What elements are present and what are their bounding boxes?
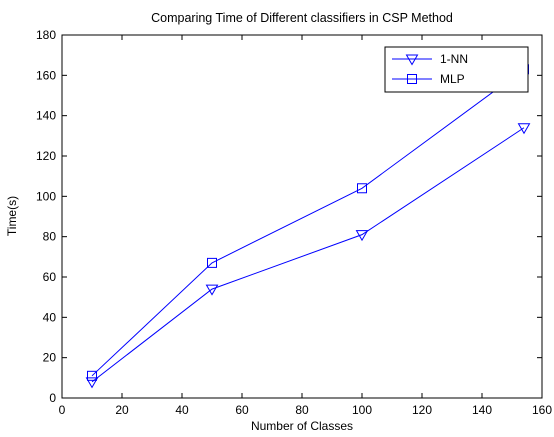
x-tick-label: 140 (472, 403, 492, 417)
x-tick-label: 120 (412, 403, 432, 417)
x-tick-label: 40 (175, 403, 189, 417)
y-tick-label: 180 (36, 28, 56, 42)
legend: 1-NN MLP (384, 46, 529, 93)
x-tick-label: 0 (59, 403, 66, 417)
y-tick-label: 40 (43, 310, 57, 324)
data-point-mlp (357, 183, 367, 194)
x-tick-label: 80 (295, 403, 309, 417)
legend-label: MLP (440, 72, 465, 86)
data-point-mlp (207, 257, 217, 268)
series-mlp (87, 64, 529, 381)
legend-item-1-nn: 1-NN (392, 52, 468, 66)
legend-marker-1-nn (405, 54, 419, 66)
data-point-1-nn (85, 377, 99, 389)
series-line-mlp (91, 68, 525, 377)
chart-title: Comparing Time of Different classifiers … (151, 11, 453, 25)
x-tick-label: 100 (352, 403, 372, 417)
data-point-1-nn (517, 123, 531, 135)
x-axis-label: Number of Classes (251, 419, 353, 433)
x-tick-label: 20 (115, 403, 129, 417)
x-axis: 0 20 40 60 80 100 120 140 160 (59, 35, 552, 417)
series-1-nn (85, 123, 531, 389)
data-point-mlp (87, 370, 97, 381)
y-tick-label: 100 (36, 189, 56, 203)
legend-item-mlp: MLP (392, 72, 465, 86)
y-tick-label: 0 (49, 391, 56, 405)
y-tick-label: 140 (36, 109, 56, 123)
series-line-1-nn (91, 127, 525, 383)
plot-area (61, 34, 543, 399)
y-tick-label: 60 (43, 270, 57, 284)
x-tick-label: 60 (235, 403, 249, 417)
y-axis: 0 20 40 60 80 100 120 140 160 180 (36, 28, 542, 405)
y-tick-label: 80 (43, 230, 57, 244)
series-layer (85, 64, 531, 389)
y-tick-label: 20 (43, 351, 57, 365)
y-tick-label: 120 (36, 149, 56, 163)
legend-label: 1-NN (440, 52, 468, 66)
y-axis-label: Time(s) (5, 196, 19, 236)
data-point-1-nn (205, 284, 219, 296)
legend-marker-mlp (407, 74, 417, 84)
data-point-1-nn (355, 230, 369, 242)
y-tick-label: 160 (36, 68, 56, 82)
x-tick-label: 160 (532, 403, 552, 417)
